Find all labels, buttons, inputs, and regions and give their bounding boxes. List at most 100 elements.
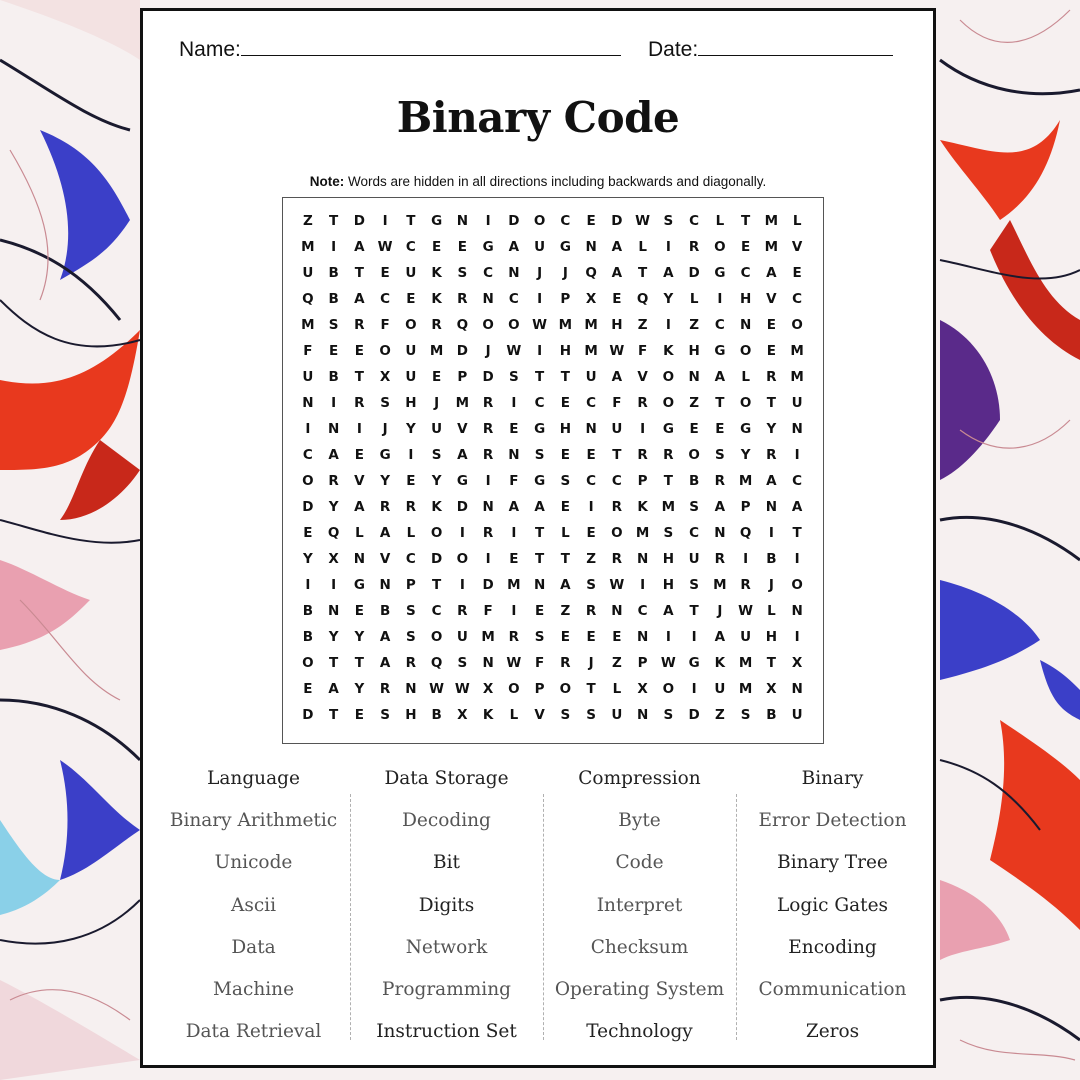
grid-letter[interactable]: I xyxy=(511,525,517,541)
grid-letter[interactable]: K xyxy=(714,655,726,671)
grid-letter[interactable]: S xyxy=(406,629,416,645)
grid-letter[interactable]: B xyxy=(302,629,314,645)
grid-letter[interactable]: V xyxy=(354,473,365,489)
grid-letter[interactable]: N xyxy=(508,265,520,281)
grid-letter[interactable]: P xyxy=(637,655,648,671)
grid-letter[interactable]: E xyxy=(303,681,313,697)
grid-letter[interactable]: I xyxy=(640,577,646,593)
grid-letter[interactable]: N xyxy=(636,551,649,567)
grid-letter[interactable]: X xyxy=(637,681,648,697)
grid-letter[interactable]: W xyxy=(609,577,625,593)
grid-letter[interactable]: E xyxy=(586,447,596,463)
grid-letter[interactable]: I xyxy=(331,239,337,255)
grid-letter[interactable]: F xyxy=(612,395,622,411)
grid-letter[interactable]: T xyxy=(586,681,596,697)
grid-letter[interactable]: N xyxy=(353,551,366,567)
grid-letter[interactable]: F xyxy=(303,343,313,359)
grid-letter[interactable]: A xyxy=(663,603,674,619)
grid-letter[interactable]: M xyxy=(558,317,573,333)
grid-letter[interactable]: T xyxy=(560,551,570,567)
grid-letter[interactable]: R xyxy=(663,447,674,463)
grid-letter[interactable]: I xyxy=(794,447,800,463)
grid-letter[interactable]: B xyxy=(379,603,391,619)
grid-letter[interactable]: O xyxy=(533,213,546,229)
grid-letter[interactable]: A xyxy=(611,265,623,281)
grid-letter[interactable]: G xyxy=(688,655,700,671)
grid-letter[interactable]: R xyxy=(431,317,442,333)
grid-letter[interactable]: S xyxy=(509,369,519,385)
grid-letter[interactable]: O xyxy=(405,317,417,333)
grid-letter[interactable]: C xyxy=(483,265,494,281)
grid-letter[interactable]: K xyxy=(431,265,442,281)
grid-letter[interactable]: S xyxy=(534,629,545,645)
grid-letter[interactable]: B xyxy=(328,265,339,281)
grid-letter[interactable]: B xyxy=(766,551,777,567)
name-field[interactable]: Name: xyxy=(179,37,621,62)
grid-letter[interactable]: I xyxy=(691,629,697,645)
grid-letter[interactable]: H xyxy=(405,395,417,411)
grid-letter[interactable]: E xyxy=(329,343,339,359)
grid-letter[interactable]: T xyxy=(535,551,545,567)
grid-letter[interactable]: D xyxy=(688,707,700,723)
grid-letter[interactable]: W xyxy=(454,681,470,697)
grid-letter[interactable]: W xyxy=(738,603,754,619)
grid-letter[interactable]: T xyxy=(741,213,751,229)
grid-letter[interactable]: Z xyxy=(714,707,725,723)
grid-letter[interactable]: I xyxy=(640,421,646,437)
grid-letter[interactable]: U xyxy=(456,629,468,645)
grid-letter[interactable]: R xyxy=(379,499,391,515)
grid-letter[interactable]: N xyxy=(688,369,700,385)
grid-letter[interactable]: E xyxy=(612,291,622,307)
grid-letter[interactable]: E xyxy=(586,213,596,229)
grid-letter[interactable]: X xyxy=(585,291,597,307)
grid-letter[interactable]: J xyxy=(537,265,543,281)
grid-letter[interactable]: U xyxy=(405,343,417,359)
grid-letter[interactable]: O xyxy=(662,395,675,411)
grid-letter[interactable]: C xyxy=(586,473,597,489)
grid-letter[interactable]: A xyxy=(379,629,391,645)
grid-letter[interactable]: R xyxy=(482,525,494,541)
grid-letter[interactable]: M xyxy=(790,369,804,385)
grid-letter[interactable]: P xyxy=(534,681,545,697)
grid-letter[interactable]: D xyxy=(302,499,314,515)
grid-letter[interactable]: M xyxy=(507,577,521,593)
grid-letter[interactable]: V xyxy=(791,239,803,255)
grid-letter[interactable]: E xyxy=(535,603,545,619)
grid-letter[interactable]: C xyxy=(405,239,416,255)
grid-letter[interactable]: O xyxy=(430,629,443,645)
grid-letter[interactable]: U xyxy=(688,551,700,567)
grid-letter[interactable]: O xyxy=(739,395,752,411)
grid-letter[interactable]: E xyxy=(586,629,596,645)
grid-letter[interactable]: I xyxy=(588,499,594,515)
grid-letter[interactable]: I xyxy=(459,577,465,593)
grid-letter[interactable]: U xyxy=(302,265,314,281)
grid-letter[interactable]: S xyxy=(586,707,596,723)
grid-letter[interactable]: G xyxy=(559,239,571,255)
grid-letter[interactable]: G xyxy=(353,577,365,593)
grid-letter[interactable]: A xyxy=(457,447,468,463)
grid-letter[interactable]: G xyxy=(714,343,726,359)
grid-letter[interactable]: C xyxy=(689,525,700,541)
grid-letter[interactable]: F xyxy=(509,473,519,489)
grid-letter[interactable]: Z xyxy=(611,655,622,671)
grid-letter[interactable]: H xyxy=(611,317,623,333)
grid-letter[interactable]: R xyxy=(637,447,648,463)
grid-letter[interactable]: L xyxy=(509,707,519,723)
grid-letter[interactable]: N xyxy=(482,499,494,515)
grid-letter[interactable]: N xyxy=(714,525,726,541)
grid-letter[interactable]: D xyxy=(456,499,468,515)
grid-letter[interactable]: S xyxy=(431,447,442,463)
grid-letter[interactable]: T xyxy=(535,369,545,385)
grid-letter[interactable]: D xyxy=(482,369,494,385)
grid-letter[interactable]: L xyxy=(638,239,647,255)
grid-letter[interactable]: R xyxy=(714,473,726,489)
grid-letter[interactable]: T xyxy=(715,395,725,411)
grid-letter[interactable]: N xyxy=(636,629,649,645)
grid-letter[interactable]: J xyxy=(768,577,774,593)
grid-letter[interactable]: N xyxy=(791,421,803,437)
grid-letter[interactable]: R xyxy=(457,291,468,307)
grid-letter[interactable]: V xyxy=(637,369,648,385)
grid-letter[interactable]: I xyxy=(485,213,491,229)
grid-letter[interactable]: P xyxy=(405,577,416,593)
grid-letter[interactable]: A xyxy=(791,499,803,515)
